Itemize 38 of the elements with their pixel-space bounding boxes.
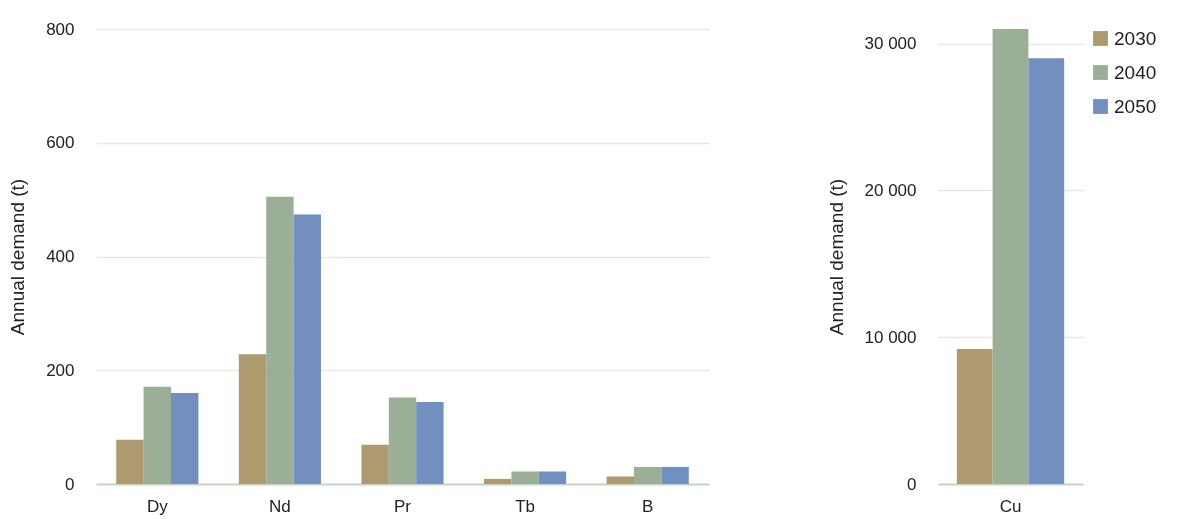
bar bbox=[170, 393, 199, 484]
bar bbox=[238, 354, 267, 484]
legend-label: 2040 bbox=[1114, 61, 1157, 83]
bar bbox=[1028, 58, 1065, 484]
legend-label: 2050 bbox=[1114, 95, 1157, 117]
y-tick-label: 20 000 bbox=[864, 180, 917, 200]
x-tick-label: Tb bbox=[515, 496, 536, 516]
bar bbox=[956, 348, 993, 484]
y-axis-title: Annual demand (t) bbox=[7, 178, 29, 336]
y-tick-label: 200 bbox=[46, 360, 75, 380]
x-tick-label: Nd bbox=[269, 496, 291, 516]
y-tick-label: 10 000 bbox=[864, 327, 917, 347]
y-tick-label: 400 bbox=[46, 247, 75, 266]
x-tick-label: Dy bbox=[146, 496, 169, 516]
x-tick-label: B bbox=[642, 496, 654, 516]
y-tick-label: 0 bbox=[65, 474, 75, 494]
bar bbox=[143, 386, 171, 484]
bar bbox=[361, 444, 389, 484]
bar bbox=[511, 471, 539, 484]
bar bbox=[416, 402, 444, 484]
bar bbox=[116, 439, 144, 484]
y-tick-label: 600 bbox=[46, 133, 75, 153]
bar bbox=[293, 214, 321, 484]
bar bbox=[661, 466, 689, 484]
x-tick-label: Pr bbox=[394, 496, 412, 516]
bar bbox=[538, 471, 567, 484]
bar bbox=[992, 29, 1029, 484]
bar bbox=[634, 466, 662, 484]
legend-label: 2030 bbox=[1114, 27, 1157, 49]
y-tick-label: 0 bbox=[907, 474, 917, 494]
y-axis-title: Annual demand (t) bbox=[825, 178, 847, 336]
y-tick-label: 800 bbox=[46, 19, 75, 39]
bar bbox=[606, 476, 635, 484]
bar bbox=[388, 397, 417, 484]
bar bbox=[484, 478, 512, 484]
bar bbox=[266, 196, 294, 484]
x-tick-label: Cu bbox=[999, 496, 1022, 516]
y-tick-label: 30 000 bbox=[864, 34, 917, 54]
